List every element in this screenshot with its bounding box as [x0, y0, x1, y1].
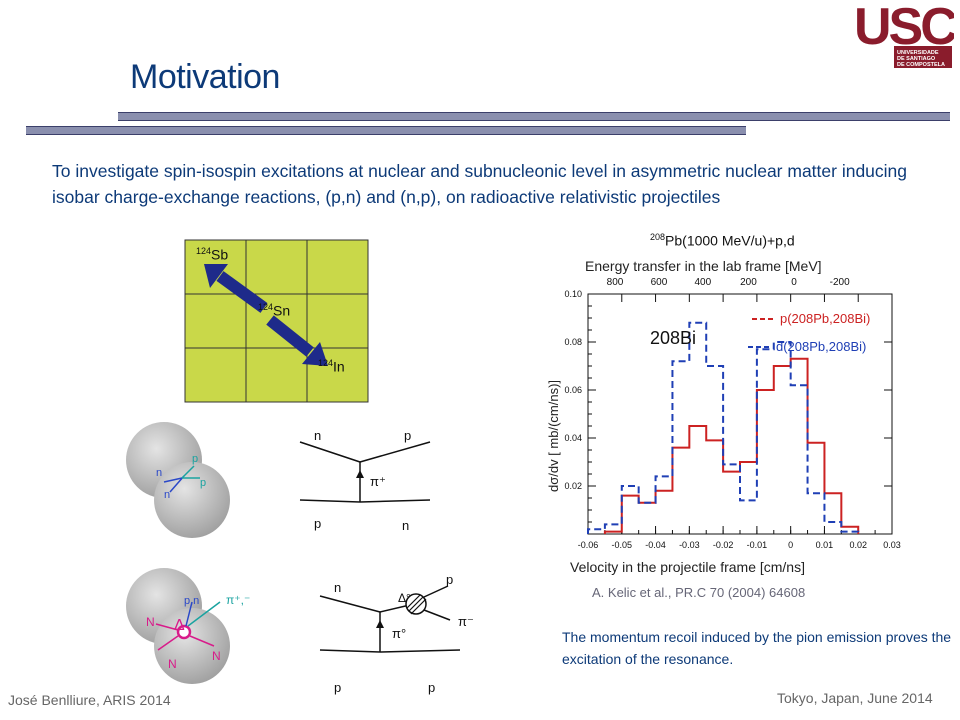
- resonance-labels: p,n π⁺,⁻ Δ N N N: [146, 593, 250, 671]
- footer-author: José Benlliure, ARIS 2014: [8, 692, 171, 708]
- label-in: 124In: [318, 358, 345, 375]
- x-tick-label: 0: [788, 540, 793, 550]
- svg-text:DE COMPOSTELA: DE COMPOSTELA: [897, 62, 945, 68]
- page-title: Motivation: [130, 58, 280, 96]
- usc-logo: USC UNIVERSIDADE DE SANTIAGO DE COMPOSTE…: [854, 0, 960, 70]
- x-tick-label: 0.03: [883, 540, 901, 550]
- collision-labels: n p p n: [156, 453, 206, 501]
- arrow-to-sb: [204, 264, 268, 313]
- pn-label: p,n: [184, 595, 199, 607]
- arrow-to-in: [266, 315, 328, 366]
- delta-label: Δ: [174, 617, 185, 634]
- p-out-label-2: p: [446, 572, 453, 587]
- top-tick-label: 400: [695, 277, 712, 288]
- y-tick-label: 0.02: [564, 481, 582, 491]
- top-axis-label: Energy transfer in the lab frame [MeV]: [585, 258, 822, 274]
- legend-dash-label: d(208Pb,208Bi): [776, 339, 866, 354]
- p1-label: p: [192, 453, 198, 465]
- p-out-label-3: p: [428, 680, 435, 695]
- logo-graphic: USC UNIVERSIDADE DE SANTIAGO DE COMPOSTE…: [854, 0, 960, 68]
- x-tick-label: 0.01: [816, 540, 834, 550]
- header-divider-bottom: [26, 126, 746, 135]
- p2-label: p: [200, 477, 206, 489]
- top-tick-label: -200: [830, 277, 850, 288]
- top-tick-label: 0: [791, 277, 797, 288]
- svg-text:DE SANTIAGO: DE SANTIAGO: [897, 56, 936, 62]
- footer-location: Tokyo, Japan, June 2014: [777, 690, 933, 706]
- series-d-histogram: [587, 321, 860, 534]
- nucleon-collision-sketch: [126, 422, 230, 538]
- N2-label: N: [168, 657, 177, 671]
- intro-text: To investigate spin-isospin excitations …: [52, 161, 908, 207]
- N3-label: N: [212, 649, 221, 663]
- bi-label: 208Bi: [650, 328, 696, 348]
- top-tick-labels: 800 600 400 200 0 -200: [607, 277, 850, 288]
- x-axis-label: Velocity in the projectile frame [cm/ns]: [570, 559, 805, 575]
- histogram-plot: Energy transfer in the lab frame [MeV] 8…: [546, 258, 901, 575]
- series-layer: [587, 321, 860, 534]
- resonance-sketch: [126, 568, 230, 684]
- y-tick-label: 0.10: [564, 289, 582, 299]
- x-tick-label: -0.01: [747, 540, 768, 550]
- n2-label: n: [164, 489, 170, 501]
- n1-label: n: [156, 467, 162, 479]
- top-tick-label: 800: [607, 277, 624, 288]
- plot-title: 208Pb(1000 MeV/u)+p,d: [650, 232, 795, 249]
- p-in-label: p: [314, 516, 321, 531]
- y-tick-label: 0.06: [564, 385, 582, 395]
- n-in-label: n: [314, 428, 321, 443]
- pi0-label: π°: [392, 626, 406, 641]
- top-tick-label: 600: [651, 277, 668, 288]
- n-in-label-2: n: [334, 580, 341, 595]
- pion-plus-label: π⁺: [370, 474, 386, 489]
- conclusion-text: The momentum recoil induced by the pion …: [562, 629, 952, 667]
- x-tick-label: -0.05: [612, 540, 633, 550]
- delta0-label: Δ°: [398, 591, 411, 605]
- citation: A. Kelic et al., PR.C 70 (2004) 64608: [592, 585, 806, 600]
- label-sn: 124Sn: [258, 302, 291, 319]
- p-in-label-2: p: [334, 680, 341, 695]
- pion-charged-label: π⁺,⁻: [226, 593, 250, 607]
- y-tick-label: 0.04: [564, 433, 582, 443]
- nuclide-chart: [184, 239, 369, 403]
- label-sb: 124Sb: [196, 246, 229, 263]
- header-divider-top: [118, 112, 950, 121]
- y-tick-label: 0.08: [564, 337, 582, 347]
- feynman-diagram-top: n p π⁺ p n: [299, 428, 431, 533]
- N1-label: N: [146, 615, 155, 629]
- p-out-label: p: [404, 428, 411, 443]
- x-tick-labels: -0.06 -0.05 -0.04 -0.03 -0.02 -0.01 0 0.01 0.02 0…: [578, 540, 901, 550]
- top-tick-label: 200: [740, 277, 757, 288]
- feynman-diagram-bottom: n p Δ° π⁻ π° p p: [319, 572, 474, 695]
- x-tick-label: -0.03: [679, 540, 700, 550]
- x-tick-label: -0.06: [578, 540, 599, 550]
- y-axis-label: dσ/dv [ mb/(cm/ns)]: [546, 380, 561, 492]
- legend-solid-label: p(208Pb,208Bi): [780, 311, 870, 326]
- series-p-histogram: [603, 357, 860, 534]
- y-tick-labels: 0.02 0.04 0.06 0.08 0.10: [564, 289, 582, 491]
- x-tick-label: -0.04: [645, 540, 666, 550]
- pion-minus-label: π⁻: [458, 614, 474, 629]
- svg-text:UNIVERSIDADE: UNIVERSIDADE: [897, 50, 939, 56]
- x-tick-label: -0.02: [713, 540, 734, 550]
- x-tick-label: 0.02: [849, 540, 867, 550]
- n-out-label: n: [402, 518, 409, 533]
